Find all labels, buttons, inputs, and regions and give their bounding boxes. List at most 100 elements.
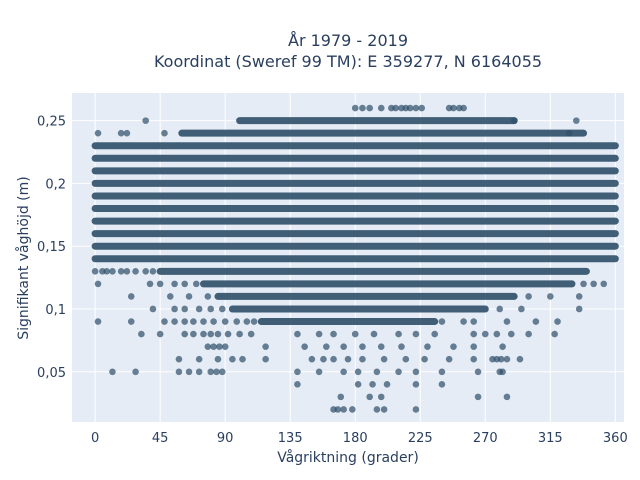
data-point — [171, 318, 178, 325]
y-tick-label: 0,2 — [45, 177, 66, 192]
data-point — [421, 355, 428, 363]
x-tick-label: 315 — [538, 431, 563, 446]
data-point — [204, 343, 212, 350]
data-point — [207, 305, 215, 313]
data-point — [210, 343, 217, 350]
data-point — [334, 406, 342, 413]
y-tick-label: 0,1 — [45, 303, 66, 318]
data-point — [600, 280, 608, 288]
data-point — [340, 368, 347, 376]
x-axis-label: Vågriktning (grader) — [277, 449, 419, 466]
data-point — [496, 305, 504, 313]
data-point — [507, 330, 515, 338]
x-tick-label: 360 — [603, 431, 628, 446]
data-point — [373, 406, 381, 413]
data-point — [181, 305, 189, 313]
data-point — [315, 330, 323, 338]
data-point — [406, 104, 414, 112]
data-point — [213, 368, 220, 376]
data-point — [94, 129, 102, 137]
data-point — [470, 343, 478, 350]
data-point — [412, 330, 420, 338]
data-point — [103, 268, 110, 275]
data-point — [450, 104, 457, 112]
data-point — [510, 117, 518, 124]
data-point — [294, 368, 301, 376]
data-point — [359, 355, 366, 363]
data-point — [340, 406, 347, 413]
data-point — [315, 368, 323, 376]
data-point — [210, 318, 217, 325]
data-point — [294, 381, 301, 388]
data-point — [499, 343, 506, 350]
data-point — [349, 406, 356, 413]
data-point — [301, 343, 308, 350]
y-axis-label: Signifikant våghöjd (m) — [15, 176, 32, 339]
data-point — [503, 393, 511, 401]
data-point — [431, 330, 439, 338]
data-point — [207, 368, 215, 376]
data-point — [590, 280, 597, 288]
data-point — [181, 280, 189, 288]
data-point — [323, 343, 330, 350]
data-point — [366, 393, 373, 401]
y-tick-label: 0,25 — [37, 115, 66, 130]
data-point — [224, 330, 232, 338]
data-point — [369, 381, 376, 388]
data-point — [204, 293, 212, 300]
data-point — [337, 393, 345, 401]
data-point — [236, 330, 243, 338]
data-point — [127, 293, 135, 300]
data-point — [351, 104, 359, 112]
x-tick-label: 0 — [91, 431, 99, 446]
data-point — [575, 305, 583, 313]
x-tick-label: 225 — [408, 431, 433, 446]
data-point — [166, 293, 174, 300]
data-point — [359, 343, 366, 350]
data-point — [142, 117, 149, 124]
data-point — [438, 318, 446, 325]
data-point — [132, 368, 139, 376]
data-point — [175, 368, 183, 376]
data-point — [532, 318, 540, 325]
data-point — [171, 280, 178, 288]
data-point — [109, 368, 116, 376]
data-point — [438, 368, 446, 376]
data-point — [474, 393, 482, 401]
data-point — [117, 268, 125, 275]
data-point — [250, 318, 258, 325]
data-point — [262, 343, 269, 350]
data-point — [91, 268, 99, 275]
y-tick-label: 0,05 — [37, 366, 66, 381]
data-point — [525, 330, 532, 338]
data-point — [481, 330, 489, 338]
data-point — [499, 368, 506, 376]
data-point — [214, 330, 222, 338]
data-point — [109, 268, 116, 275]
data-point — [516, 355, 524, 363]
data-point — [218, 305, 226, 313]
data-point — [438, 381, 446, 388]
data-point — [392, 104, 399, 112]
data-point — [412, 368, 420, 376]
data-point — [221, 318, 229, 325]
data-point — [233, 318, 241, 325]
x-tick-label: 135 — [278, 431, 303, 446]
data-point — [383, 381, 391, 388]
data-point — [450, 343, 457, 350]
data-point — [94, 318, 102, 325]
data-point — [412, 104, 420, 112]
data-point — [94, 280, 102, 288]
data-point — [239, 355, 246, 363]
data-point — [171, 305, 178, 313]
data-point — [460, 318, 467, 325]
data-point — [330, 330, 337, 338]
data-point — [460, 104, 467, 112]
data-point — [185, 368, 193, 376]
data-point — [123, 129, 131, 137]
data-point — [370, 330, 378, 338]
data-point — [518, 305, 525, 313]
data-point — [395, 330, 402, 338]
data-point — [503, 355, 511, 363]
